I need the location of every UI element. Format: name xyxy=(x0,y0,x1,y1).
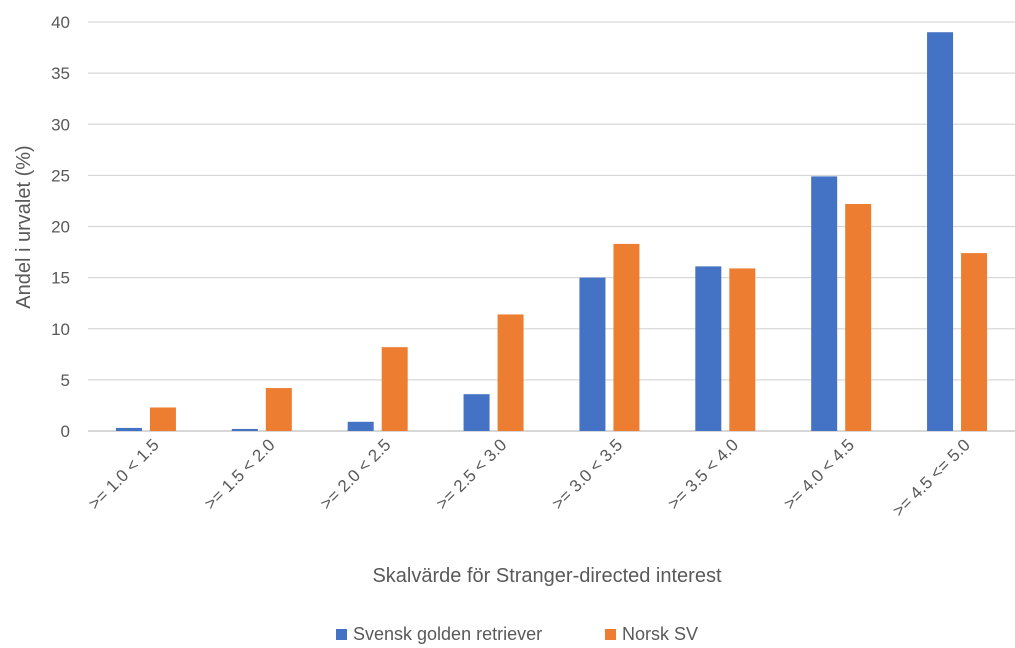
bar-svensk-golden-retriever xyxy=(463,394,490,431)
bar-norsk-sv xyxy=(149,407,176,431)
x-tick-label: >= 3.0 < 3.5 xyxy=(548,435,626,513)
y-tick-label: 25 xyxy=(51,166,70,185)
y-tick-label: 15 xyxy=(51,269,70,288)
bar-svensk-golden-retriever xyxy=(231,428,258,431)
x-tick-label: >= 1.5 < 2.0 xyxy=(201,435,279,513)
x-tick-label: >= 4.0 < 4.5 xyxy=(780,435,858,513)
bar-svensk-golden-retriever xyxy=(347,421,374,431)
legend: Svensk golden retriever Norsk SV xyxy=(336,624,698,644)
y-tick-label: 0 xyxy=(61,422,70,441)
x-tick-label: >= 1.0 < 1.5 xyxy=(85,435,163,513)
y-tick-label: 10 xyxy=(51,320,70,339)
bar-norsk-sv xyxy=(613,243,640,431)
bar-svensk-golden-retriever xyxy=(579,277,606,431)
legend-label-svensk-golden-retriever: Svensk golden retriever xyxy=(353,624,542,644)
y-tick-label: 30 xyxy=(51,115,70,134)
legend-swatch-norsk-sv xyxy=(605,629,616,640)
bars xyxy=(115,32,988,431)
bar-svensk-golden-retriever xyxy=(811,176,838,431)
bar-norsk-sv xyxy=(845,204,872,431)
x-axis-title: Skalvärde för Stranger-directed interest xyxy=(372,565,721,587)
y-axis-title: Andel i urvalet (%) xyxy=(13,145,35,308)
bar-norsk-sv xyxy=(497,314,524,431)
y-tick-label: 35 xyxy=(51,64,70,83)
legend-swatch-svensk-golden-retriever xyxy=(336,629,347,640)
y-axis-ticks: 0 5 10 15 20 25 30 35 40 xyxy=(51,13,70,441)
legend-label-norsk-sv: Norsk SV xyxy=(622,624,698,644)
y-tick-label: 5 xyxy=(61,371,70,390)
y-tick-label: 20 xyxy=(51,218,70,237)
x-tick-label: >= 2.0 < 2.5 xyxy=(317,435,395,513)
x-tick-label: >= 2.5 < 3.0 xyxy=(432,435,510,513)
bar-norsk-sv xyxy=(729,268,756,431)
bar-svensk-golden-retriever xyxy=(115,427,142,431)
gridlines xyxy=(88,21,1015,432)
x-tick-label: >= 4.5 <= 5.0 xyxy=(889,435,974,520)
y-tick-label: 40 xyxy=(51,13,70,32)
bar-norsk-sv xyxy=(265,388,292,431)
x-axis-ticks: >= 1.0 < 1.5 >= 1.5 < 2.0 >= 2.0 < 2.5 >= 2… xyxy=(85,435,974,520)
bar-norsk-sv xyxy=(961,253,988,431)
x-tick-label: >= 3.5 < 4.0 xyxy=(664,435,742,513)
bar-svensk-golden-retriever xyxy=(927,32,954,431)
bar-norsk-sv xyxy=(381,347,408,431)
bar-svensk-golden-retriever xyxy=(695,266,722,431)
